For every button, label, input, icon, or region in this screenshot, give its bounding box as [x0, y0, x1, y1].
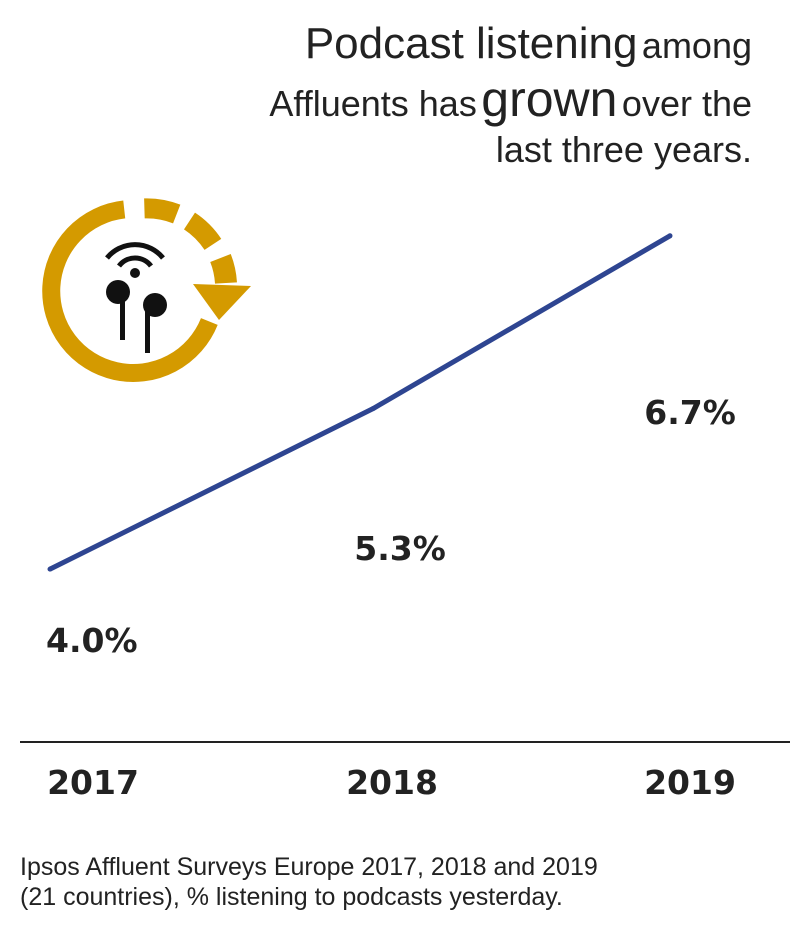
x-tick-label-2017: 2017: [47, 763, 139, 802]
icon-signal-arc-inner: [117, 255, 153, 268]
icon-signal-dot: [130, 268, 140, 278]
data-label-2018: 5.3%: [354, 529, 446, 568]
headline-part-2: among: [641, 25, 752, 66]
icon-earbud-left: [106, 280, 130, 304]
headline-part-3: Affluents has: [269, 82, 477, 124]
headline-part-5: over the: [621, 82, 752, 124]
headline-part-6: last three years.: [495, 128, 752, 170]
icon-dash-2: [183, 212, 222, 251]
podcast-earbuds-growth-icon: [42, 198, 251, 382]
source-line-2: (21 countries), % listening to podcasts …: [20, 883, 563, 911]
source-note: Ipsos Affluent Surveys Europe 2017, 2018…: [20, 852, 760, 912]
x-tick-label-2019: 2019: [644, 763, 736, 802]
icon-dash-1: [144, 198, 181, 224]
icon-signal-arc-outer: [105, 242, 165, 260]
icon-arrow-head: [193, 284, 251, 320]
data-point-2018: [370, 406, 376, 412]
source-line-1: Ipsos Affluent Surveys Europe 2017, 2018…: [20, 853, 598, 881]
icon-earbud-left-stem: [120, 298, 125, 340]
icon-ring: [42, 200, 218, 382]
data-label-2017: 4.0%: [46, 621, 138, 660]
chart-headline: Podcast listening among Affluents has gr…: [152, 18, 752, 171]
headline-part-4: grown: [481, 70, 618, 127]
data-point-2017: [47, 566, 53, 572]
icon-arrow-shaft: [210, 253, 237, 285]
headline-part-1: Podcast listening: [304, 19, 638, 68]
data-label-2019: 6.7%: [644, 393, 736, 432]
x-tick-label-2018: 2018: [346, 763, 438, 802]
data-point-2019: [667, 233, 673, 239]
series-line: [48, 233, 672, 572]
icon-earbud-right-stem: [145, 311, 150, 353]
